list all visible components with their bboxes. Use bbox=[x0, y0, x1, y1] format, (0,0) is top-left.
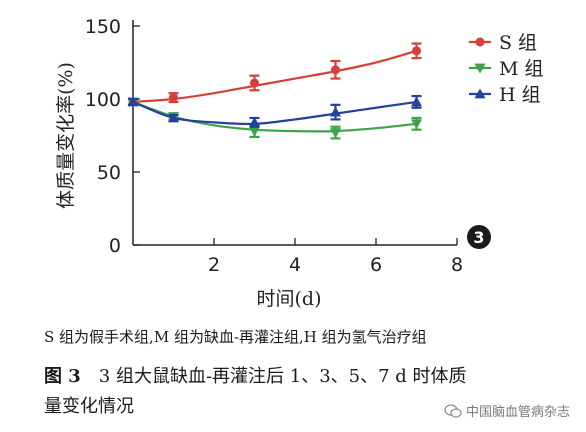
chart: 0 50 100 150 2 4 6 8 体质量变化率(%) 时间(d) 3 S 组 M 组 H 组 bbox=[55, 16, 544, 310]
x-tick-label: 2 bbox=[208, 254, 220, 276]
x-axis-label: 时间(d) bbox=[257, 288, 322, 310]
chart-legend: S 组 M 组 H 组 bbox=[469, 32, 544, 106]
data-point bbox=[168, 112, 179, 123]
legend-label: H 组 bbox=[499, 84, 541, 106]
data-point bbox=[412, 46, 421, 56]
y-tick-label: 0 bbox=[109, 235, 121, 257]
data-point bbox=[331, 65, 340, 75]
data-point bbox=[330, 128, 341, 139]
data-point bbox=[411, 96, 422, 107]
legend-marker bbox=[474, 88, 486, 99]
data-point bbox=[250, 78, 259, 88]
legend-marker bbox=[475, 37, 485, 47]
y-tick-label: 100 bbox=[85, 89, 121, 111]
x-tick-label: 4 bbox=[289, 254, 301, 276]
series-0 bbox=[128, 42, 422, 107]
panel-badge-label: 3 bbox=[473, 228, 484, 247]
watermark-text: 中国脑血管病杂志 bbox=[465, 405, 570, 420]
legend-label: M 组 bbox=[499, 58, 544, 80]
y-tick-label: 150 bbox=[85, 16, 121, 38]
figure-title-line1: 3 组大鼠缺血-再灌注后 1、3、5、7 d 时体质 bbox=[98, 366, 467, 387]
figure-title-line2: 量变化情况 bbox=[44, 396, 134, 417]
data-point bbox=[249, 126, 260, 137]
chart-axes: 0 50 100 150 2 4 6 8 体质量变化率(%) 时间(d) 3 bbox=[55, 16, 491, 310]
watermark: 中国脑血管病杂志 bbox=[444, 401, 570, 420]
x-tick-label: 8 bbox=[451, 254, 463, 276]
data-point bbox=[330, 106, 341, 117]
figure-note: S 组为假手术组,M 组为缺血-再灌注组,H 组为氢气治疗组 bbox=[44, 328, 427, 346]
series-2 bbox=[127, 94, 422, 128]
series-line bbox=[132, 100, 417, 133]
legend-label: S 组 bbox=[499, 32, 537, 54]
data-point bbox=[169, 93, 178, 103]
figure-number: 图 3 bbox=[44, 366, 81, 387]
data-point bbox=[411, 119, 422, 130]
figure-caption: 图 3 3 组大鼠缺血-再灌注后 1、3、5、7 d 时体质 量变化情况 bbox=[44, 362, 564, 422]
chart-plot-area bbox=[127, 42, 422, 140]
y-axis-label: 体质量变化率(%) bbox=[55, 62, 77, 209]
wechat-icon bbox=[444, 403, 462, 418]
panel-badge bbox=[467, 225, 491, 249]
x-tick-label: 6 bbox=[370, 254, 382, 276]
data-point bbox=[127, 96, 139, 107]
y-tick-label: 50 bbox=[97, 162, 121, 184]
data-point bbox=[249, 116, 260, 127]
legend-marker bbox=[474, 63, 486, 74]
